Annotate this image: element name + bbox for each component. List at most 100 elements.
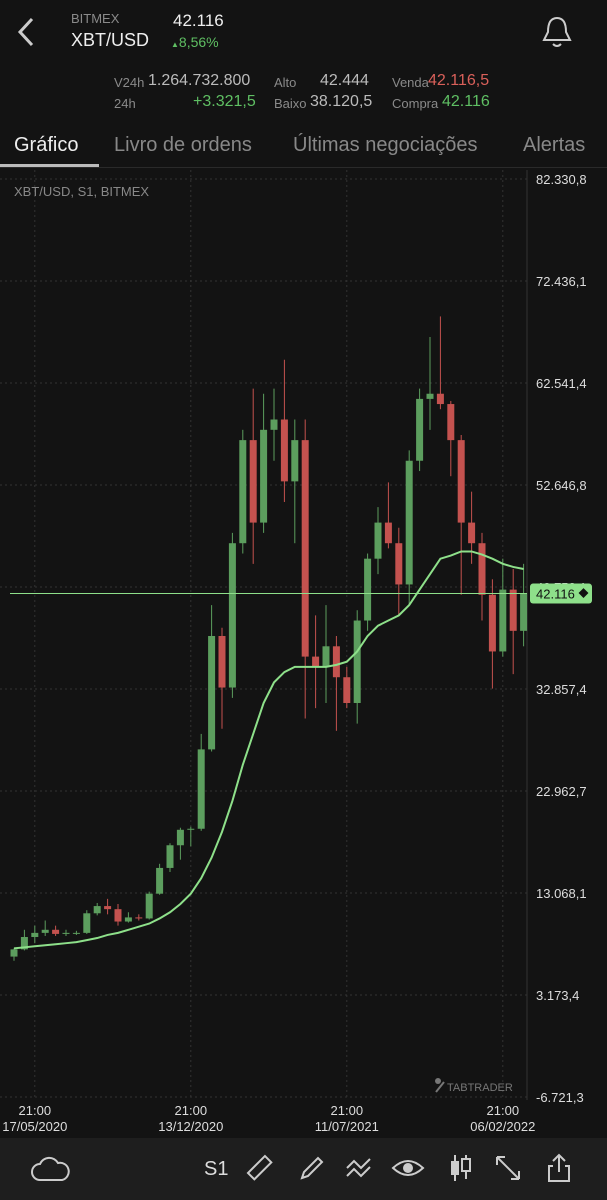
- pencil-button[interactable]: [298, 1154, 326, 1182]
- candle-body: [218, 635, 226, 688]
- candle-body: [156, 867, 164, 894]
- y-tick-label: 22.962,7: [536, 784, 587, 799]
- watermark-icon: [435, 1078, 441, 1084]
- candle-body: [291, 440, 299, 482]
- tab[interactable]: Últimas negociações: [293, 134, 478, 156]
- candle-body: [436, 393, 444, 405]
- candle-body: [10, 949, 18, 957]
- y-tick-label: 52.646,8: [536, 478, 587, 493]
- candle-body: [197, 749, 205, 829]
- candle-body: [468, 522, 476, 544]
- candle-body: [395, 543, 403, 585]
- stat-label: 24h: [114, 96, 136, 111]
- interval-button[interactable]: S1: [204, 1158, 229, 1180]
- candle-body: [166, 845, 174, 868]
- candle-body: [239, 440, 247, 544]
- price: 42.116: [173, 11, 224, 30]
- stat-value: 38.120,5: [310, 93, 373, 110]
- chart: XBT/USD, S1, BITMEX TABTRADER 82.330,8 72…: [0, 170, 592, 1105]
- y-tick-label: 82.330,8: [536, 172, 587, 187]
- candle-body: [104, 906, 112, 910]
- candle-type-button[interactable]: [446, 1152, 474, 1184]
- candle-body: [176, 829, 184, 846]
- pair: XBT/USD: [71, 30, 150, 50]
- candle-body: [260, 429, 268, 523]
- candle-body: [488, 594, 496, 652]
- back-button[interactable]: [14, 16, 38, 48]
- candle-body: [93, 906, 101, 914]
- share-button[interactable]: [546, 1152, 572, 1184]
- watermark: TABTRADER: [447, 1082, 513, 1094]
- stat-label: Baixo: [274, 96, 307, 111]
- stat-label: Alto: [274, 75, 297, 90]
- candle-body: [478, 543, 486, 595]
- candle-body: [416, 398, 424, 461]
- candle-body: [20, 937, 28, 950]
- last-price-tag: [530, 583, 592, 604]
- stat-value: 42.116,5: [428, 72, 490, 89]
- indicators-button[interactable]: [344, 1154, 374, 1182]
- y-tick-label: 3.173,4: [536, 988, 579, 1003]
- candle-body: [322, 646, 330, 667]
- candle-body: [332, 646, 340, 678]
- candle-body: [228, 543, 236, 688]
- candle-body: [72, 932, 80, 934]
- candle-body: [499, 589, 507, 652]
- y-tick-label: 72.436,1: [536, 274, 587, 289]
- candle-body: [312, 656, 320, 667]
- exchange: BITMEX: [71, 11, 120, 26]
- candle-body: [41, 929, 49, 933]
- candle-body: [114, 909, 122, 922]
- candle-body: [384, 522, 392, 544]
- x-tick-label: 21:00 13/12/2020: [158, 1103, 224, 1134]
- candle-body: [426, 393, 434, 399]
- x-tick-label: 21:00 06/02/2022: [470, 1103, 536, 1134]
- candle-body: [124, 917, 132, 922]
- candle-body: [447, 404, 455, 441]
- y-tick-label: 13.068,1: [536, 886, 587, 901]
- x-tick-label: 21:00 17/05/2020: [2, 1103, 68, 1134]
- last-price-icon: [578, 588, 589, 599]
- candle-body: [83, 913, 91, 933]
- stat-value: 42.444: [320, 72, 369, 89]
- candle-body: [280, 419, 288, 482]
- x-tick-label: 21:00 11/07/2021: [314, 1103, 379, 1134]
- cloud-button[interactable]: [30, 1154, 70, 1184]
- change: ▲8,56%: [171, 34, 219, 50]
- candle-body: [405, 460, 413, 585]
- candle-body: [52, 929, 60, 934]
- candle-body: [520, 593, 528, 631]
- last-price-label: 42.116: [536, 587, 575, 602]
- toolbar: S1: [0, 1138, 607, 1200]
- change-value: 8,56%: [178, 34, 219, 50]
- candle-body: [270, 419, 278, 430]
- candle-body: [301, 440, 309, 657]
- stat-value: 42.116: [442, 93, 490, 110]
- ruler-button[interactable]: [246, 1154, 274, 1182]
- candle-body: [62, 932, 70, 934]
- stat-label: Compra: [392, 96, 439, 111]
- candle-body: [374, 522, 382, 559]
- stat-value: 1.264.732.800: [148, 72, 251, 89]
- view-button[interactable]: [390, 1154, 426, 1182]
- moving-average: [13, 550, 524, 950]
- tab[interactable]: Alertas: [523, 134, 586, 156]
- candle-body: [187, 828, 195, 830]
- tab[interactable]: Gráfico: [14, 134, 79, 156]
- tab[interactable]: Livro de ordens: [114, 134, 252, 156]
- fullscreen-button[interactable]: [494, 1154, 522, 1182]
- alert-bell[interactable]: [540, 14, 574, 50]
- stat-label: V24h: [114, 75, 145, 90]
- y-tick-label: 32.857,4: [536, 682, 587, 697]
- candle-body: [364, 558, 372, 621]
- candle-body: [457, 440, 465, 523]
- candle-body: [145, 893, 153, 919]
- tab-indicator: [0, 164, 99, 167]
- watermark-icon: [435, 1081, 445, 1093]
- chart-title: XBT/USD, S1, BITMEX: [14, 184, 149, 199]
- y-tick-label: -6.721,3: [536, 1090, 584, 1105]
- y-tick-label: 62.541,4: [536, 376, 587, 391]
- candle-body: [135, 917, 143, 919]
- candle-body: [509, 589, 517, 631]
